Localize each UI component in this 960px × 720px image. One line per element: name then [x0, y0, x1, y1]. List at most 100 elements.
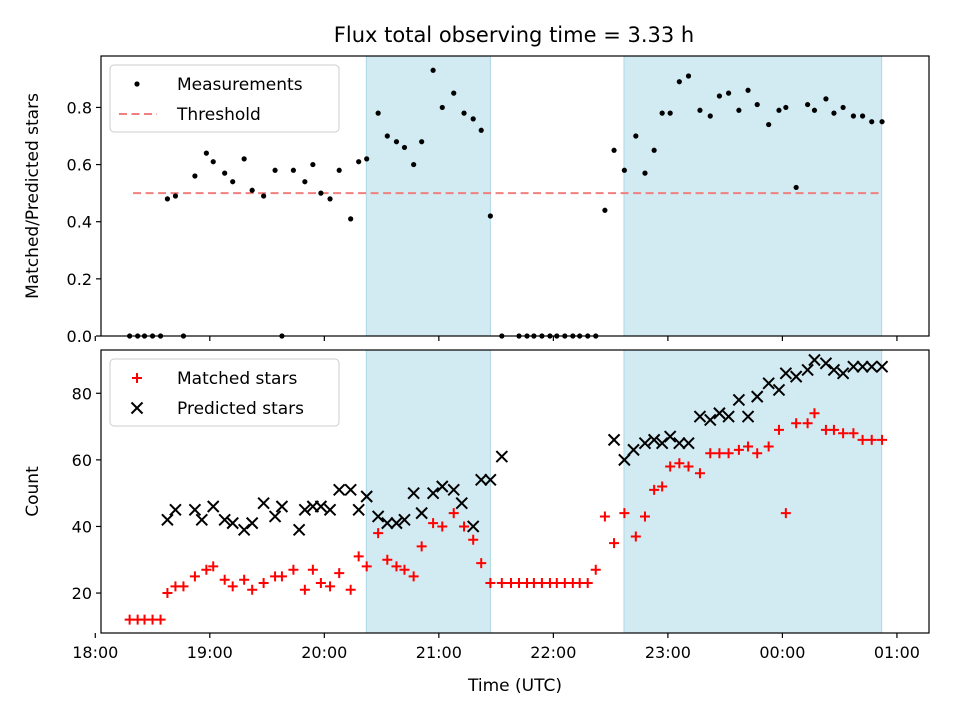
data-point	[364, 156, 370, 162]
data-point	[763, 441, 774, 452]
data-point	[741, 410, 755, 423]
data-point	[857, 434, 868, 445]
observing-band	[623, 56, 882, 336]
data-point	[398, 513, 411, 527]
data-point	[290, 167, 296, 173]
data-point	[162, 588, 173, 599]
data-point	[607, 433, 621, 447]
y-tick-label: 0.2	[67, 270, 92, 289]
data-point	[451, 90, 457, 96]
data-point	[302, 179, 308, 185]
data-point	[713, 407, 726, 420]
data-point	[428, 518, 439, 529]
data-point	[762, 377, 775, 390]
data-point	[745, 87, 751, 93]
data-point	[356, 159, 362, 165]
data-point	[642, 170, 648, 176]
data-point	[249, 187, 255, 193]
data-point	[461, 110, 467, 116]
data-point	[599, 511, 610, 522]
data-point	[470, 116, 476, 122]
data-point	[239, 574, 250, 585]
data-point	[856, 360, 869, 373]
data-point	[384, 133, 390, 139]
data-point	[828, 424, 839, 435]
data-point	[590, 564, 601, 575]
data-point	[288, 564, 299, 575]
data-point	[268, 510, 282, 523]
x-tick-label: 01:00	[874, 643, 920, 662]
data-point	[275, 500, 289, 513]
bottom-y-ticks: 20 40 60 80	[72, 384, 101, 603]
data-point	[611, 147, 617, 153]
data-point	[318, 190, 324, 196]
data-point	[811, 107, 818, 113]
data-point	[218, 513, 231, 527]
data-point	[307, 564, 318, 575]
data-point	[705, 448, 716, 459]
data-point	[802, 418, 813, 429]
observing-band	[366, 56, 491, 336]
data-point	[161, 513, 174, 527]
data-point	[707, 113, 713, 119]
data-point	[838, 428, 849, 439]
data-point	[201, 564, 212, 575]
data-point	[327, 196, 333, 202]
data-point	[694, 468, 705, 479]
data-point	[210, 159, 216, 165]
top-y-axis-label: Matched/Predicted stars	[23, 93, 43, 299]
data-point	[476, 558, 487, 569]
data-point	[258, 578, 269, 589]
data-point	[582, 578, 593, 589]
data-point	[426, 486, 440, 500]
data-point	[371, 510, 385, 523]
data-point	[649, 484, 660, 495]
data-point	[298, 503, 312, 517]
data-point	[247, 584, 258, 595]
data-point	[823, 96, 829, 102]
data-point	[478, 127, 484, 133]
data-point	[315, 578, 326, 589]
bottom-panel: 20 40 60 80 18:00 19:00 20:00 21:00 22:00 23:00 0…	[23, 349, 930, 696]
data-point	[779, 367, 793, 380]
x-tick-label: 20:00	[301, 643, 347, 662]
x-tick-label: 21:00	[416, 643, 462, 662]
data-point	[651, 147, 657, 153]
data-point	[448, 508, 459, 519]
data-point	[188, 503, 202, 517]
data-point	[638, 437, 652, 450]
data-point	[416, 541, 427, 552]
top-markers	[127, 67, 885, 339]
data-point	[411, 161, 417, 168]
data-point	[752, 448, 763, 459]
x-axis-label: Time (UTC)	[467, 676, 562, 696]
data-point	[736, 107, 742, 113]
top-y-ticks: 0.0 0.2 0.4 0.6 0.8	[67, 98, 101, 346]
data-point	[222, 170, 228, 176]
data-point	[192, 173, 198, 179]
data-point	[682, 437, 695, 450]
legend-label: Measurements	[177, 75, 303, 95]
data-point	[208, 561, 219, 572]
data-point	[360, 490, 373, 503]
data-point	[484, 473, 497, 487]
data-point	[292, 523, 306, 536]
data-point	[336, 167, 342, 173]
data-point	[401, 144, 408, 151]
top-x-ticks	[94, 336, 898, 341]
data-point	[447, 483, 460, 497]
data-point	[276, 571, 287, 582]
data-point	[879, 119, 885, 125]
legend-label: Predicted stars	[177, 399, 304, 419]
data-point	[665, 461, 676, 472]
x-tick-label: 23:00	[645, 643, 691, 662]
data-point	[754, 101, 760, 108]
data-point	[393, 139, 400, 145]
data-point	[169, 503, 182, 517]
x-tick-label: 00:00	[759, 643, 805, 662]
data-point	[630, 531, 641, 542]
data-point	[801, 363, 814, 377]
data-point	[226, 516, 239, 530]
data-point	[475, 473, 488, 487]
